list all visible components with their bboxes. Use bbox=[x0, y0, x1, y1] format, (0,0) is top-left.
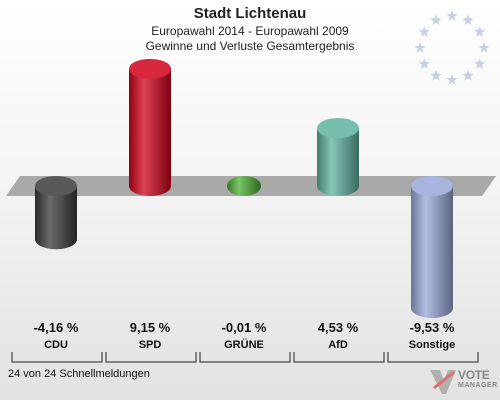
eu-stars-icon bbox=[414, 10, 490, 85]
category-bracket bbox=[199, 352, 291, 363]
chart-subtitle: Europawahl 2014 - Europawahl 2009 bbox=[151, 24, 349, 38]
bar-sonstige bbox=[411, 176, 453, 318]
category-separators bbox=[11, 352, 479, 363]
value-label: -0,01 % bbox=[221, 320, 267, 335]
category-label: GRÜNE bbox=[224, 339, 264, 351]
vote-manager-logo-icon bbox=[430, 370, 456, 394]
category-label: CDU bbox=[44, 339, 68, 351]
bar-gr-ne bbox=[227, 176, 261, 196]
category-bracket bbox=[387, 352, 479, 363]
chart-subtitle-2: Gewinne und Verluste Gesamtergebnis bbox=[145, 39, 355, 53]
chart-title: Stadt Lichtenau bbox=[193, 5, 307, 22]
bar-cdu bbox=[35, 176, 77, 250]
category-bracket bbox=[293, 352, 385, 363]
category-bracket bbox=[105, 352, 197, 363]
category-label: Sonstige bbox=[408, 339, 456, 351]
category-bracket bbox=[11, 352, 103, 363]
value-label: -4,16 % bbox=[33, 320, 79, 335]
logo-text: VOTE bbox=[458, 368, 490, 382]
bar-spd bbox=[129, 58, 171, 196]
logo-subtext: MANAGER bbox=[458, 382, 498, 389]
footer-text: 24 von 24 Schnellmeldungen bbox=[8, 368, 150, 380]
value-label: -9,53 % bbox=[409, 320, 455, 335]
category-label: SPD bbox=[138, 339, 162, 351]
bar-afd bbox=[317, 118, 359, 196]
category-label: AfD bbox=[328, 339, 348, 351]
value-label: 9,15 % bbox=[129, 320, 171, 335]
value-label: 4,53 % bbox=[317, 320, 359, 335]
